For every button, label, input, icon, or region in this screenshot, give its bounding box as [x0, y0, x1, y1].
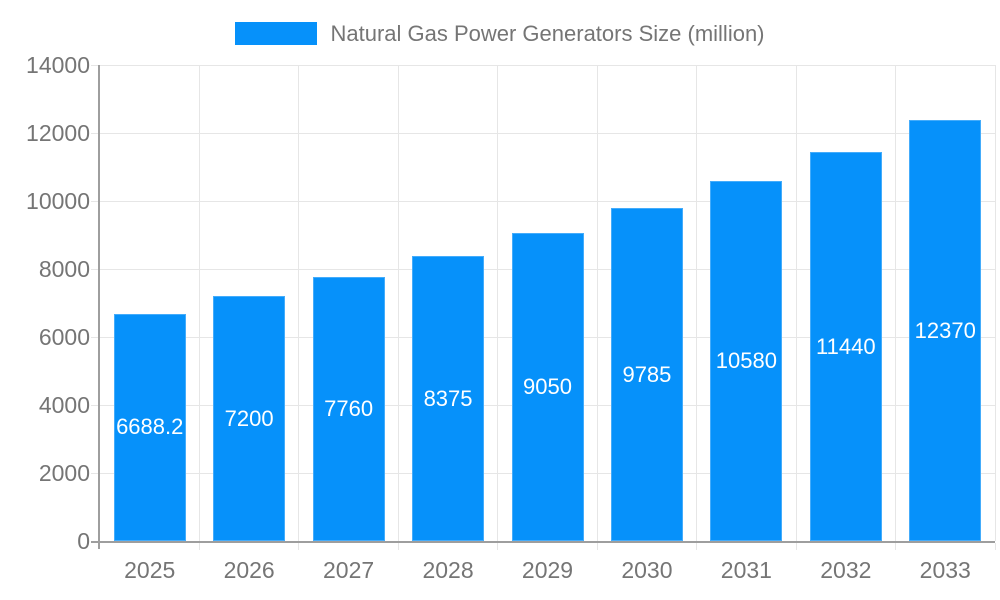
- y-axis-tick-label: 0: [77, 528, 90, 554]
- bar-2032: 11440: [809, 152, 882, 541]
- y-axis-tick: [91, 132, 98, 134]
- plot-area: 6688.2 2025 7200 2026 7760 2027 8375 2028 9050 20…: [91, 64, 996, 583]
- y-axis-tick: [91, 268, 98, 270]
- x-axis-tick-label: 2030: [621, 557, 673, 583]
- y-axis-tick-label: 10000: [26, 188, 90, 214]
- x-axis-tick: [895, 543, 897, 550]
- y-axis-tick: [91, 64, 98, 66]
- x-axis-tick: [198, 543, 200, 550]
- x-axis-tick-label: 2025: [124, 557, 176, 583]
- y-axis-tick: [91, 336, 98, 338]
- bar-2026: 7200: [213, 296, 286, 541]
- gridline: [895, 65, 897, 541]
- x-axis-tick-label: 2032: [820, 557, 872, 583]
- bar-value-label: 10580: [715, 348, 777, 374]
- legend-swatch: [235, 22, 318, 45]
- x-axis-tick-label: 2029: [521, 557, 574, 583]
- gridline: [497, 65, 499, 541]
- gridline: [100, 200, 995, 202]
- y-axis-tick-label: 6000: [38, 324, 90, 350]
- bar-value-label: 7200: [224, 405, 274, 431]
- bar-value-label: 6688.2: [116, 414, 184, 440]
- gridline: [795, 65, 797, 541]
- y-axis-tick-label: 14000: [26, 52, 90, 78]
- bar-value-label: 11440: [816, 333, 876, 359]
- x-axis-tick-label: 2028: [422, 557, 474, 583]
- y-axis-tick-label: 12000: [26, 120, 90, 146]
- gridline: [100, 132, 995, 134]
- legend-label: Natural Gas Power Generators Size (milli…: [330, 20, 765, 46]
- bar-2033: 12370: [909, 120, 982, 541]
- x-axis-tick-label: 2031: [720, 557, 772, 583]
- x-axis-line: [91, 541, 995, 543]
- x-axis-tick: [397, 543, 399, 550]
- y-axis-tick: [91, 200, 98, 202]
- gridline: [994, 65, 996, 541]
- bar-value-label: 9050: [523, 374, 572, 400]
- bar-value-label: 9785: [622, 361, 672, 387]
- x-axis-tick: [596, 543, 598, 550]
- bar-value-label: 7760: [324, 396, 374, 422]
- gridline: [696, 65, 698, 541]
- x-axis-tick-label: 2027: [323, 557, 375, 583]
- bar-2031: 10580: [710, 181, 783, 541]
- bar-2028: 8375: [412, 256, 485, 541]
- x-axis-tick: [795, 543, 797, 550]
- bar-value-label: 12370: [914, 317, 976, 343]
- gridline: [100, 64, 995, 66]
- gridline: [298, 65, 300, 541]
- bar-2030: 9785: [610, 208, 683, 541]
- y-axis-tick: [91, 472, 98, 474]
- x-axis-tick-label: 2026: [223, 557, 275, 583]
- chart-legend: Natural Gas Power Generators Size (milli…: [0, 20, 1000, 47]
- bar-2029: 9050: [511, 233, 584, 541]
- x-axis-tick-label: 2033: [919, 557, 971, 583]
- x-axis-tick: [994, 543, 996, 550]
- gridline: [596, 65, 598, 541]
- gridline: [198, 65, 200, 541]
- y-axis-tick: [91, 404, 98, 406]
- bar-value-label: 8375: [423, 385, 473, 411]
- x-axis-tick: [298, 543, 300, 550]
- bar-2025: 6688.2: [113, 313, 186, 541]
- y-axis-tick-label: 2000: [38, 460, 90, 486]
- gridline: [397, 65, 399, 541]
- y-axis-tick-label: 8000: [38, 256, 90, 282]
- y-axis-tick-label: 4000: [38, 392, 90, 418]
- x-axis-tick: [497, 543, 499, 550]
- bar-2027: 7760: [312, 277, 385, 541]
- y-axis-line: [98, 65, 100, 549]
- x-axis-tick: [696, 543, 698, 550]
